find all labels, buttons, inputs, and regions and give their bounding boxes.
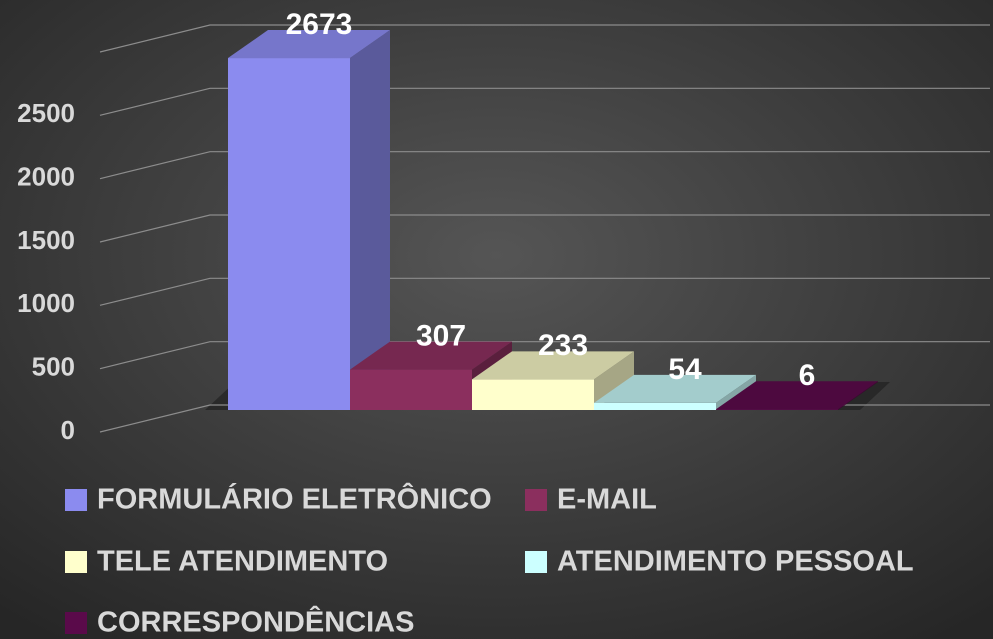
- grid-line: [99, 151, 990, 180]
- legend-label: FORMULÁRIO ELETRÔNICO: [97, 482, 492, 516]
- legend-label: CORRESPONDÊNCIAS: [97, 605, 414, 639]
- y-tick-label: 1500: [17, 225, 75, 255]
- grid-line: [99, 214, 990, 243]
- bar: [716, 409, 838, 410]
- data-label: 54: [668, 353, 702, 386]
- grid-line: [99, 24, 990, 53]
- legend-label: E-MAIL: [557, 484, 657, 516]
- legend-swatch: [65, 612, 87, 634]
- grid-line: [99, 341, 990, 370]
- bar: [228, 58, 350, 411]
- legend-label: ATENDIMENTO PESSOAL: [557, 546, 914, 578]
- data-label: 6: [799, 359, 816, 392]
- bar: [350, 369, 472, 410]
- data-label: 307: [416, 320, 466, 353]
- y-tick-label: 1000: [17, 288, 75, 318]
- bar-top: [716, 381, 878, 410]
- y-tick-label: 2500: [17, 98, 75, 128]
- legend-swatch: [525, 551, 547, 573]
- legend-label: TELE ATENDIMENTO: [97, 546, 388, 578]
- bar: [594, 402, 716, 410]
- grid-line: [99, 277, 990, 306]
- grid-line: [99, 87, 990, 116]
- y-tick-label: 2000: [17, 162, 75, 192]
- bar-top: [594, 374, 756, 403]
- legend-swatch: [525, 489, 547, 511]
- bar-side: [594, 351, 634, 410]
- y-tick-label: 0: [61, 415, 75, 445]
- legend-swatch: [65, 551, 87, 573]
- bar-side: [838, 381, 878, 410]
- data-label: 2673: [286, 8, 353, 41]
- bar-top: [472, 351, 634, 380]
- bar: [472, 379, 594, 410]
- bar-side: [716, 374, 756, 410]
- data-label: 233: [538, 329, 588, 362]
- y-tick-label: 500: [32, 352, 75, 382]
- legend-swatch: [65, 489, 87, 511]
- bar-top: [350, 341, 512, 370]
- bar-side: [350, 30, 390, 411]
- bar-top: [228, 30, 390, 59]
